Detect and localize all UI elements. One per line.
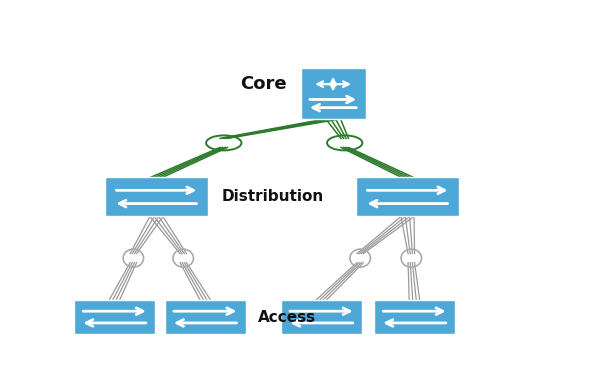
Bar: [356, 177, 458, 216]
Text: Core: Core: [240, 75, 287, 93]
Text: Access: Access: [257, 310, 316, 324]
Bar: [281, 300, 362, 334]
Text: Distribution: Distribution: [221, 190, 324, 204]
Bar: [74, 300, 155, 334]
Bar: [301, 68, 365, 119]
Bar: [374, 300, 455, 334]
Bar: [105, 177, 208, 216]
Bar: [164, 300, 246, 334]
